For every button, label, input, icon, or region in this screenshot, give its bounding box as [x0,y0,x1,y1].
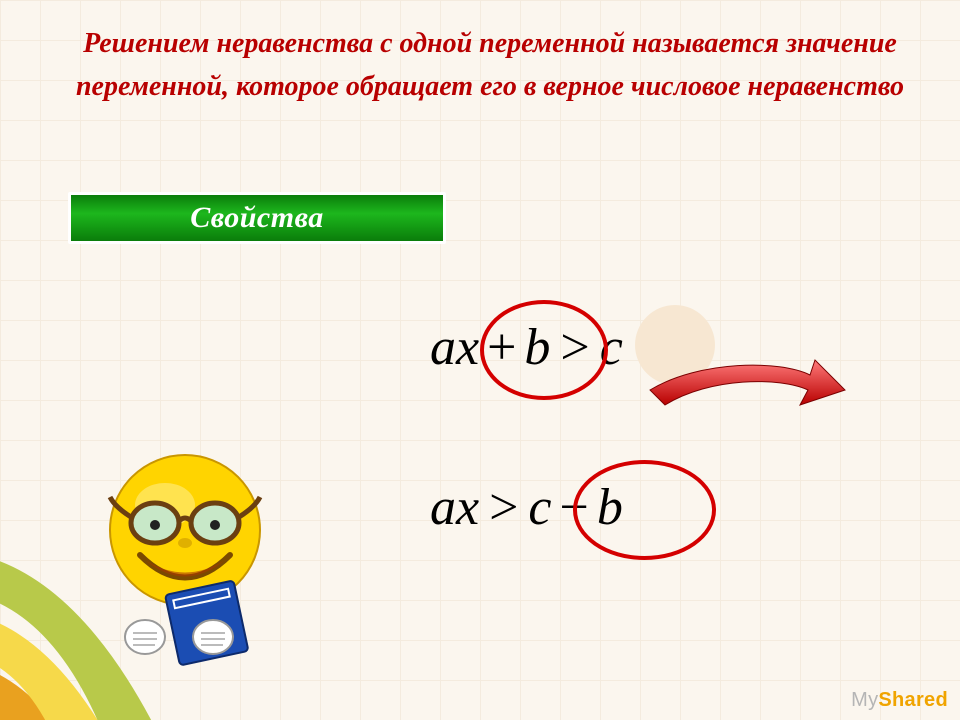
watermark: MyShared [851,689,948,712]
term-b: b [597,479,623,536]
watermark-prefix: My [851,689,878,711]
relation-gt: > [479,479,528,536]
term-ax: ax [430,319,479,376]
highlight-circle [635,305,715,385]
term-c: c [600,319,623,376]
smiley-icon [85,445,300,675]
relation-gt: > [550,319,599,376]
term-ax: ax [430,479,479,536]
watermark-suffix: Shared [878,689,948,711]
operator-minus: − [552,479,597,536]
slide: Решением неравенства с одной переменной … [0,0,960,720]
operator-plus: + [479,319,524,376]
term-c: c [528,479,551,536]
formula-line-2: ax>c−b [430,478,623,537]
term-b: b [524,319,550,376]
formula-line-1: ax+b>c [430,318,623,377]
definition-text: Решением неравенства с одной переменной … [60,22,920,109]
badge-label: Свойства [68,192,446,244]
properties-badge: Свойства [68,192,446,244]
